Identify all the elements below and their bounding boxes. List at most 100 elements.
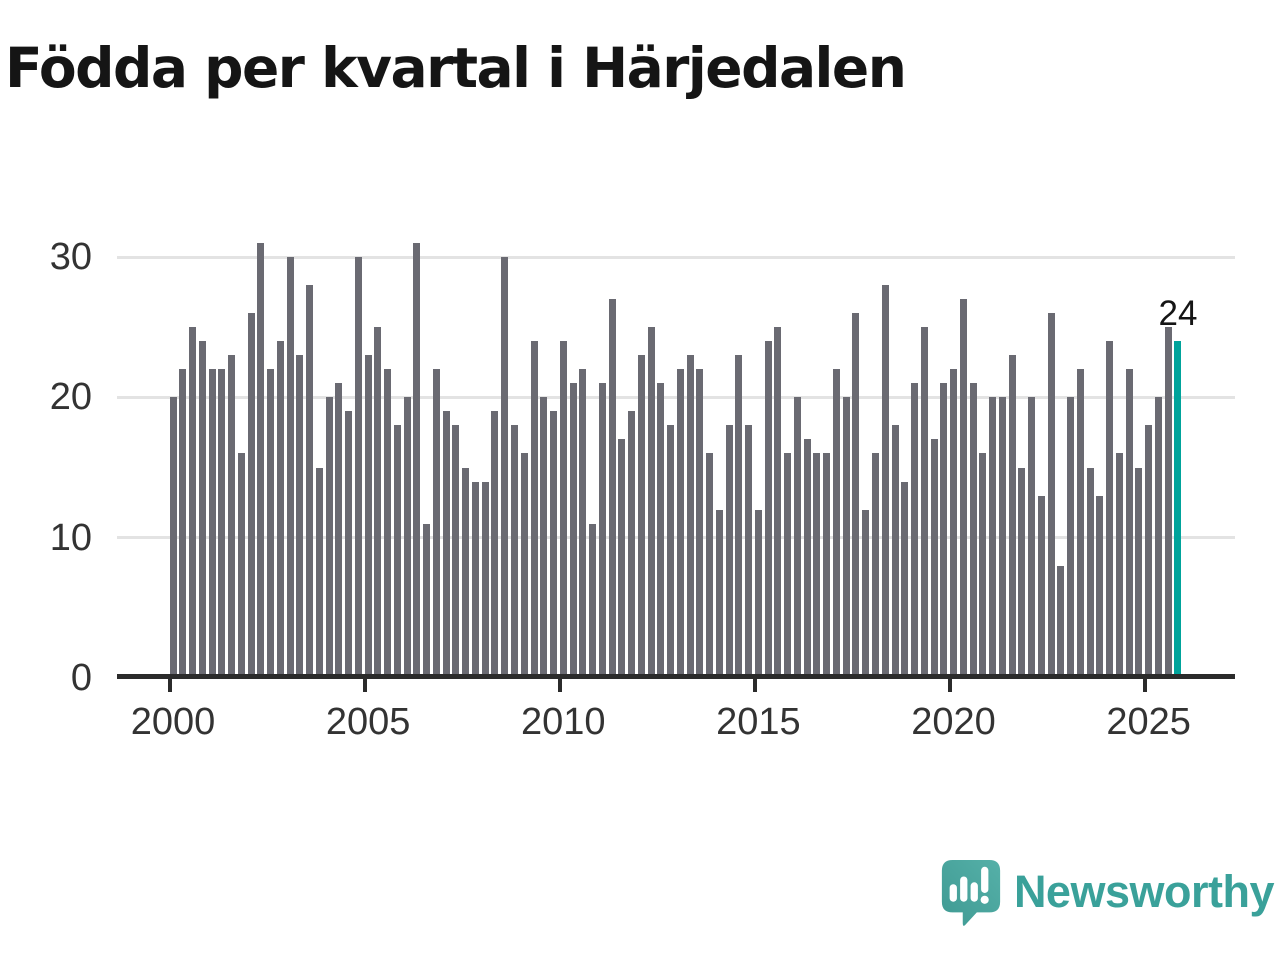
gridline-y10 (117, 536, 1235, 540)
bar-2007-Q1 (442, 411, 450, 678)
bar-2011-Q3 (618, 439, 626, 678)
bar-2009-Q2 (530, 341, 538, 678)
bar-2013-Q4 (706, 453, 714, 678)
bar-2023-Q1 (1067, 397, 1075, 678)
bar-2016-Q3 (813, 453, 821, 678)
bar-2000-Q4 (198, 341, 206, 678)
bar-2018-Q4 (901, 481, 909, 678)
bar-2017-Q2 (842, 397, 850, 678)
x-axis-tick-2005 (362, 679, 367, 692)
bar-2020-Q1 (950, 369, 958, 678)
bar-2025-Q2 (1154, 397, 1162, 678)
bar-2002-Q3 (267, 369, 275, 678)
bar-2011-Q2 (608, 299, 616, 678)
gridline-y30 (117, 255, 1235, 259)
bar-2010-Q1 (559, 341, 567, 678)
bar-2002-Q1 (247, 313, 255, 678)
bar-2009-Q4 (550, 411, 558, 678)
bar-2025-Q3 (1164, 327, 1172, 678)
bar-2020-Q2 (959, 299, 967, 678)
bar-2024-Q1 (1106, 341, 1114, 678)
newsworthy-logo: Newsworthy (938, 856, 1275, 928)
y-axis-label-0: 0 (70, 657, 92, 699)
x-axis-label-2000: 2000 (130, 701, 216, 743)
x-axis-label-2025: 2025 (1106, 701, 1191, 743)
bar-2015-Q2 (764, 341, 772, 678)
bar-2010-Q4 (589, 523, 597, 678)
bar-2025-Q1 (1145, 425, 1153, 678)
x-axis-tick-2000 (167, 679, 172, 692)
bar-2021-Q1 (989, 397, 997, 678)
y-axis-label-30: 30 (49, 236, 92, 278)
bar-2003-Q4 (315, 467, 323, 678)
bar-2013-Q3 (696, 369, 704, 678)
bar-2006-Q2 (413, 242, 421, 678)
bar-2014-Q2 (725, 425, 733, 678)
bar-2005-Q3 (384, 369, 392, 678)
bar-2008-Q1 (481, 481, 489, 678)
bar-2004-Q2 (335, 383, 343, 678)
bar-2000-Q1 (169, 397, 177, 678)
x-axis-tick-2015 (752, 679, 757, 692)
bar-2009-Q1 (520, 453, 528, 678)
bar-2006-Q4 (432, 369, 440, 678)
bar-2022-Q2 (1037, 495, 1045, 678)
bar-2009-Q3 (540, 397, 548, 678)
x-axis-line (117, 674, 1235, 679)
bar-2019-Q2 (920, 327, 928, 678)
bar-2010-Q2 (569, 383, 577, 678)
bar-2017-Q1 (832, 369, 840, 678)
bar-2004-Q4 (354, 257, 362, 678)
bar-2016-Q2 (803, 439, 811, 678)
bar-2020-Q4 (979, 453, 987, 678)
bar-2016-Q1 (793, 397, 801, 678)
bar-2019-Q1 (911, 383, 919, 678)
bar-2019-Q4 (940, 383, 948, 678)
bar-2023-Q4 (1096, 495, 1104, 678)
bar-2018-Q3 (891, 425, 899, 678)
bar-2004-Q3 (345, 411, 353, 678)
bar-2020-Q3 (969, 383, 977, 678)
bar-2014-Q3 (735, 355, 743, 678)
bar-2006-Q1 (403, 397, 411, 678)
bar-2000-Q2 (179, 369, 187, 678)
bar-2005-Q2 (374, 327, 382, 678)
bar-2014-Q1 (715, 509, 723, 678)
bar-2001-Q3 (228, 355, 236, 678)
bar-2006-Q3 (423, 523, 431, 678)
bar-2017-Q4 (862, 509, 870, 678)
bar-2019-Q3 (930, 439, 938, 678)
bar-2001-Q2 (218, 369, 226, 678)
bar-2023-Q3 (1086, 467, 1094, 678)
y-axis-label-10: 10 (49, 516, 92, 559)
bar-2007-Q2 (452, 425, 460, 678)
bar-2001-Q4 (237, 453, 245, 678)
bar-2024-Q3 (1125, 369, 1133, 678)
gridline-y20 (117, 395, 1235, 399)
highlight-bar-2025-Q4 (1174, 341, 1182, 678)
bar-2022-Q4 (1057, 565, 1065, 678)
bar-2023-Q2 (1076, 369, 1084, 678)
bar-2021-Q2 (998, 397, 1006, 678)
bar-2003-Q1 (286, 257, 294, 678)
bar-2022-Q1 (1028, 397, 1036, 678)
bar-2008-Q2 (491, 411, 499, 678)
bar-2010-Q3 (579, 369, 587, 678)
bar-2012-Q1 (637, 355, 645, 678)
bar-2008-Q3 (501, 257, 509, 678)
chart-title: Födda per kvartal i Härjedalen (5, 36, 907, 100)
x-axis-label-2010: 2010 (520, 701, 606, 743)
bar-2003-Q3 (306, 285, 314, 678)
bar-2017-Q3 (852, 313, 860, 678)
bar-2002-Q2 (257, 242, 265, 678)
bar-2024-Q2 (1115, 453, 1123, 678)
bar-2015-Q4 (784, 453, 792, 678)
bar-2007-Q3 (462, 467, 470, 678)
bar-2016-Q4 (823, 453, 831, 678)
x-axis-tick-2010 (557, 679, 562, 692)
bar-2011-Q1 (598, 383, 606, 678)
bar-2024-Q4 (1135, 467, 1143, 678)
bar-2007-Q4 (471, 481, 479, 678)
